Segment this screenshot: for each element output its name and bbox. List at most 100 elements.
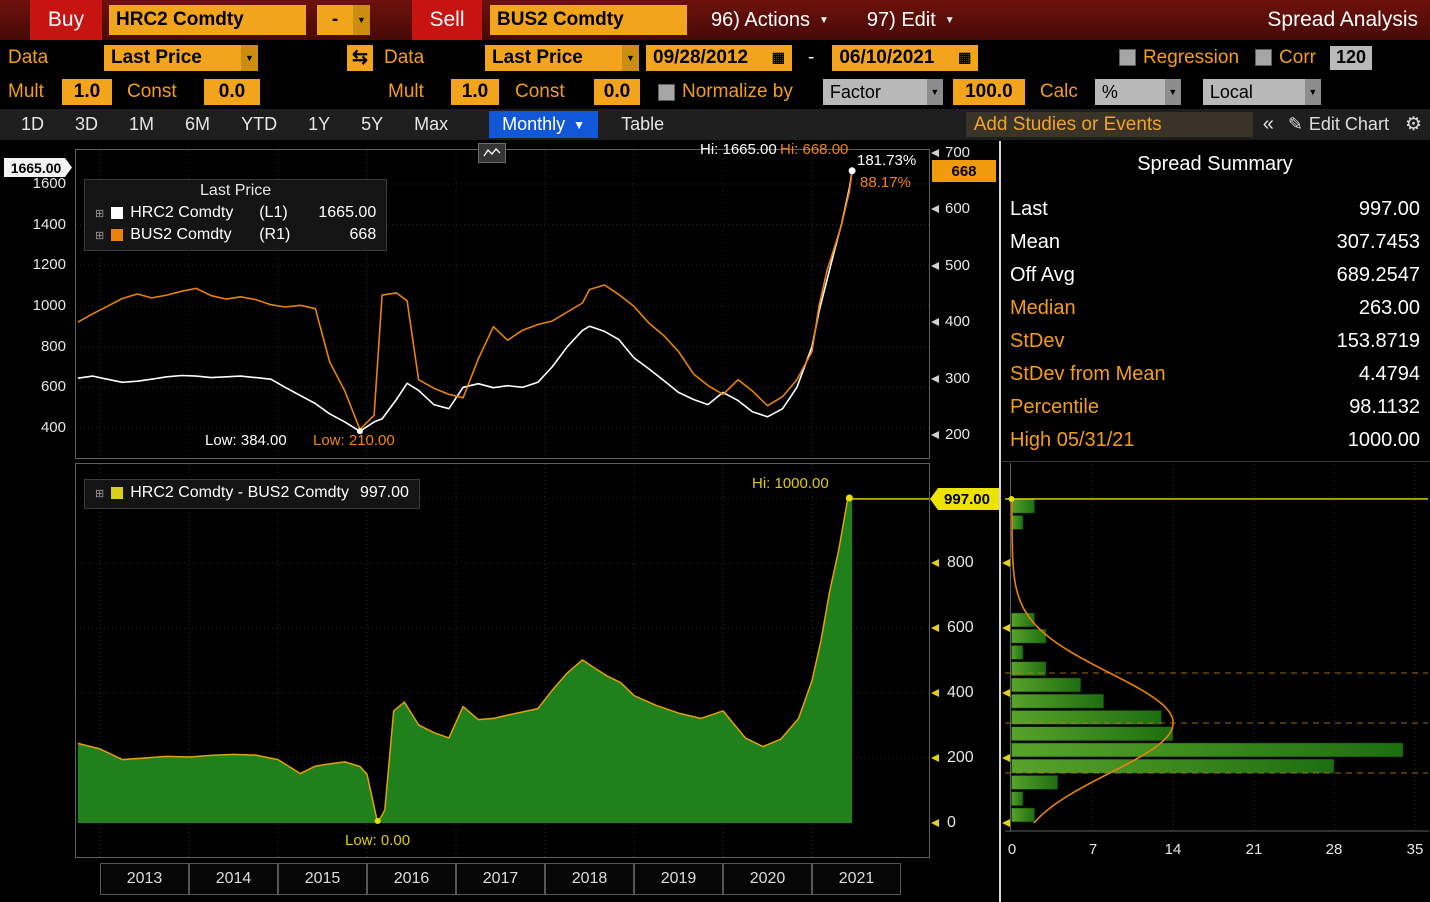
right-axis-tick-arrow (931, 431, 939, 439)
range-tab-6m[interactable]: 6M (185, 114, 211, 134)
data1-label: Data (8, 46, 49, 68)
range-tab-1d[interactable]: 1D (21, 114, 45, 134)
x-axis-year-label: 2015 (278, 863, 367, 895)
legend-series-name: HRC2 Comdty (130, 204, 234, 221)
chevron-down-icon: ▼ (245, 52, 254, 63)
corr-window-field[interactable]: 120 (1330, 45, 1372, 70)
series-swatch (111, 229, 124, 241)
corr-checkbox[interactable] (1255, 49, 1273, 66)
left-axis-tick-label: 1000 (32, 297, 66, 314)
histogram-axis-tick-arrow (1002, 624, 1010, 632)
regression-checkbox[interactable] (1118, 49, 1136, 66)
chevron-down-icon: ▼ (944, 14, 955, 26)
left-axis-tick-label: 400 (40, 419, 66, 436)
mult2-field[interactable]: 1.0 (451, 79, 499, 105)
normalize-dropdown-arrow[interactable]: ▼ (926, 79, 943, 105)
date-from-field[interactable]: 09/28/2012 ▦ (646, 44, 792, 71)
spread-chart-legend: ⊞ HRC2 Comdty - BUS2 Comdty 997.00 (84, 479, 420, 509)
last-price-left-badge: 1665.00 (4, 158, 72, 177)
pair-operator-field[interactable]: - (317, 5, 353, 35)
sell-ticker-field[interactable]: BUS2 Comdty (490, 5, 687, 35)
currency-select[interactable]: Local (1202, 79, 1305, 105)
legend-item-hrc2[interactable]: ⊞ HRC2 Comdty (L1) 1665.00 (95, 202, 376, 224)
swap-securities-button[interactable]: ⇆ (347, 44, 373, 71)
right-axis-tick-arrow (931, 375, 939, 383)
period-select[interactable]: Monthly ▼ (489, 111, 599, 138)
date-to-field[interactable]: 06/10/2021 ▦ (832, 44, 979, 71)
chevron-down-icon: ▼ (930, 87, 940, 97)
calendar-icon[interactable]: ▦ (771, 49, 785, 65)
currency-dropdown-arrow[interactable]: ▼ (1304, 79, 1321, 105)
price-chart-plot[interactable] (75, 149, 930, 459)
date-to-value: 06/10/2021 (839, 46, 935, 68)
data1-dropdown-arrow[interactable]: ▼ (241, 44, 258, 71)
left-axis-tick-label: 1400 (32, 216, 66, 233)
expand-icon[interactable]: ⊞ (95, 487, 105, 500)
summary-row-value: 1000.00 (1347, 429, 1420, 451)
spread-histogram-plot[interactable] (1005, 463, 1430, 859)
spread-chart-plot[interactable] (75, 463, 930, 859)
x-axis-year-label: 2019 (634, 863, 723, 895)
x-axis-year-label: 2016 (367, 863, 456, 895)
mult1-field[interactable]: 1.0 (62, 79, 112, 105)
right-axis-tick-arrow (931, 318, 939, 326)
low-annotation-left: Low: 384.00 (205, 432, 287, 449)
edit-chart-button[interactable]: ✎ Edit Chart (1288, 114, 1389, 135)
legend-series-value: 668 (349, 226, 377, 243)
edit-menu[interactable]: 97) Edit ▼ (857, 0, 965, 40)
range-tab-3d[interactable]: 3D (75, 114, 99, 134)
chart-settings-button[interactable]: ⚙ (1405, 113, 1422, 136)
date-from-value: 09/28/2012 (653, 46, 749, 68)
calc-select[interactable]: % (1094, 79, 1165, 105)
spread-summary-panel: Spread Summary Last 997.00 Mean 307.7453 Off… (1008, 153, 1422, 457)
normalize-label: Normalize by (682, 81, 793, 102)
chevron-down-icon: ▼ (1168, 87, 1178, 97)
tab-table[interactable]: Table (621, 114, 665, 134)
chart-region: 1665.00 668 997.00 Hi: 1665.00 Hi: 668.0… (0, 141, 1430, 902)
range-tab-ytd[interactable]: YTD (241, 114, 278, 134)
summary-row-value: 4.4794 (1358, 363, 1420, 385)
pct-change-right: 88.17% (860, 174, 911, 191)
data1-select[interactable]: Last Price (104, 44, 241, 71)
range-tabs: 1D 3D 1M 6M YTD 1Y 5Y Max (3, 111, 461, 138)
add-studies-input[interactable]: Add Studies or Events (965, 112, 1253, 137)
normalize-by-select[interactable]: Factor (822, 79, 927, 105)
range-tab-1y[interactable]: 1Y (308, 114, 331, 134)
spread-axis-tick-label: 200 (947, 749, 974, 766)
legend-series-axis: (R1) (259, 226, 291, 243)
histogram-x-tick-label: 21 (1245, 841, 1263, 858)
data2-dropdown-arrow[interactable]: ▼ (622, 44, 639, 71)
const2-field[interactable]: 0.0 (594, 79, 640, 105)
pair-operator-dropdown-arrow[interactable]: ▼ (353, 5, 370, 35)
summary-row-label: Percentile (1010, 396, 1099, 418)
collapse-panel-button[interactable]: « (1262, 113, 1274, 135)
low-annotation-right: Low: 210.00 (313, 432, 395, 449)
right-axis-tick-arrow (931, 205, 939, 213)
summary-row-label: StDev from Mean (1010, 363, 1166, 385)
sell-button[interactable]: Sell (412, 0, 482, 40)
x-axis-year-label: 2020 (723, 863, 812, 895)
normalize-checkbox[interactable] (658, 83, 675, 101)
calendar-icon[interactable]: ▦ (958, 49, 972, 65)
expand-icon[interactable]: ⊞ (95, 207, 105, 220)
range-tab-max[interactable]: Max (414, 114, 449, 134)
data2-select[interactable]: Last Price (485, 44, 622, 71)
range-tab-1m[interactable]: 1M (129, 114, 155, 134)
chart-annotation-icon[interactable] (478, 143, 506, 163)
security-bar: Buy HRC2 Comdty - ▼ Sell BUS2 Comdty 96)… (0, 0, 1430, 40)
range-tab-5y[interactable]: 5Y (361, 114, 384, 134)
actions-menu[interactable]: 96) Actions ▼ (701, 0, 839, 40)
calc-dropdown-arrow[interactable]: ▼ (1164, 79, 1181, 105)
summary-row-value: 689.2547 (1336, 264, 1420, 286)
const1-field[interactable]: 0.0 (204, 79, 260, 105)
page-title: Spread Analysis (1267, 8, 1418, 31)
summary-row-value: 98.1132 (1349, 396, 1420, 418)
expand-icon[interactable]: ⊞ (95, 229, 105, 242)
legend-item-spread[interactable]: ⊞ HRC2 Comdty - BUS2 Comdty 997.00 (95, 482, 409, 504)
summary-row: Median 263.00 (1008, 292, 1422, 325)
buy-ticker-field[interactable]: HRC2 Comdty (109, 5, 306, 35)
legend-item-bus2[interactable]: ⊞ BUS2 Comdty (R1) 668 (95, 224, 376, 246)
histogram-x-tick-label: 0 (1007, 841, 1017, 858)
buy-button[interactable]: Buy (30, 0, 102, 40)
normalize-amount-field[interactable]: 100.0 (952, 79, 1025, 105)
